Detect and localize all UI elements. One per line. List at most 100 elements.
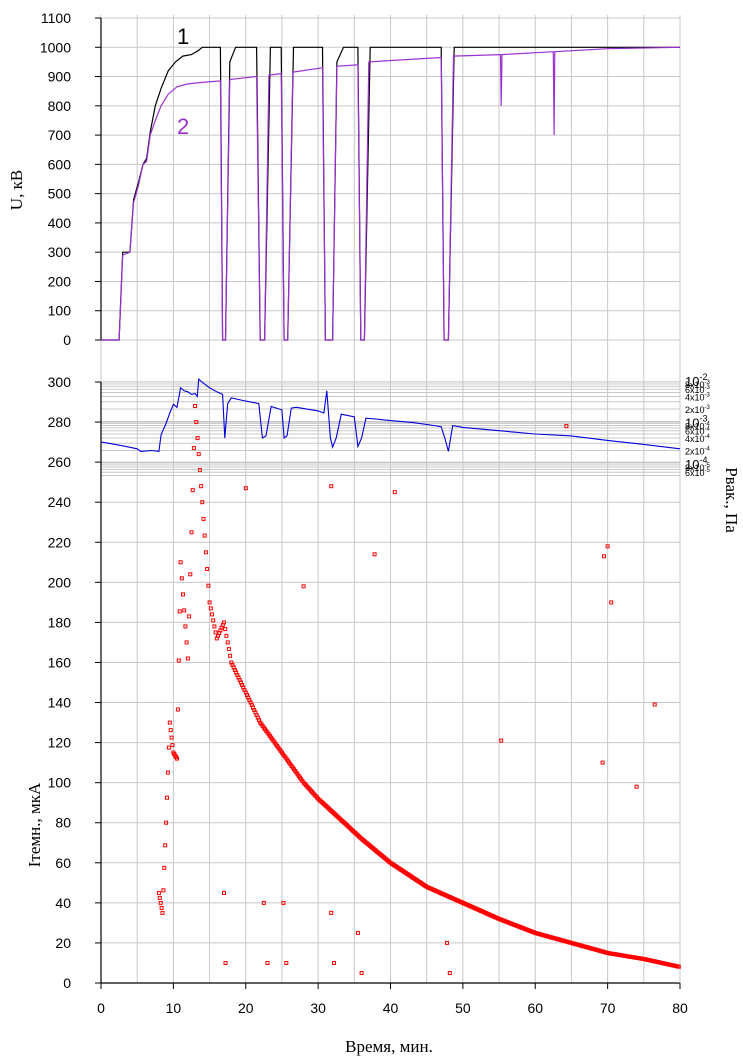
voltage-tick-label: 400 xyxy=(48,215,72,231)
current-point xyxy=(197,468,202,473)
current-point xyxy=(211,618,216,623)
current-tick-label: 300 xyxy=(48,374,72,390)
current-point xyxy=(205,567,210,571)
current-tick-label: 0 xyxy=(63,975,71,991)
pressure-tick-label: 6x10-3 xyxy=(685,385,711,395)
current-outlier-point xyxy=(564,424,569,429)
current-point xyxy=(210,612,214,617)
current-point xyxy=(160,910,165,915)
current-outlier-point xyxy=(445,940,449,945)
current-point xyxy=(208,606,213,611)
current-point xyxy=(161,888,166,893)
time-tick-label: 70 xyxy=(600,1000,616,1016)
pressure-tick-label: 4x10-4 xyxy=(685,434,711,444)
pressure-tick-exponent: -2 xyxy=(699,372,707,382)
current-point xyxy=(195,436,200,441)
current-point xyxy=(176,658,181,663)
pressure-tick-exponent: -5 xyxy=(705,468,711,474)
current-outlier-point xyxy=(372,552,377,557)
current-tick-label: 240 xyxy=(48,494,72,510)
current-outlier-point xyxy=(605,544,610,549)
current-point xyxy=(187,614,192,619)
current-point xyxy=(212,624,217,629)
current-outlier-point xyxy=(243,486,248,491)
voltage-ticks: 0 100 200 300 400 500 600 700 800 900 1000 1100 xyxy=(40,10,101,348)
voltage-tick-label: 200 xyxy=(48,273,72,289)
current-tick-label: 200 xyxy=(48,574,72,590)
current-point xyxy=(181,592,185,597)
current-point xyxy=(196,452,201,457)
current-point xyxy=(167,720,172,725)
time-tick-label: 80 xyxy=(672,1000,688,1016)
voltage-tick-label: 900 xyxy=(48,69,72,85)
voltage-series xyxy=(101,46,681,341)
current-series xyxy=(156,404,681,975)
current-outlier-point xyxy=(609,600,614,605)
pressure-series xyxy=(100,377,681,453)
current-outlier-point xyxy=(284,961,289,965)
current-tick-label: 40 xyxy=(55,895,71,911)
voltage-tick-label: 600 xyxy=(48,156,72,172)
current-point xyxy=(188,572,193,577)
current-outlier-point xyxy=(265,961,270,965)
pressure-tick-exponent: -5 xyxy=(705,463,711,469)
current-point xyxy=(163,843,168,848)
current-tick-label: 280 xyxy=(48,414,72,430)
current-outlier-point xyxy=(355,930,360,935)
current-point xyxy=(165,770,170,775)
grid-lines xyxy=(100,15,681,984)
current-outlier-point xyxy=(332,961,336,965)
voltage-tick-label: 100 xyxy=(48,303,72,319)
time-axis-label: Время, мин. xyxy=(345,1037,433,1056)
current-point xyxy=(165,795,169,800)
pressure-axis-label: Pвак., Па xyxy=(722,467,741,533)
current-point xyxy=(206,583,211,588)
voltage-axis-label: U, кВ xyxy=(7,170,26,210)
time-tick-label: 60 xyxy=(527,1000,543,1016)
current-point xyxy=(175,707,180,712)
current-point xyxy=(182,608,187,613)
pressure-tick-exponent: -3 xyxy=(705,385,711,391)
time-tick-label: 30 xyxy=(310,1000,326,1016)
current-axis-label: Iтемн., мкА xyxy=(25,782,44,867)
current-outlier-point xyxy=(634,784,639,789)
current-outlier-point xyxy=(261,900,266,905)
pressure-tick-exponent: -3 xyxy=(705,393,711,399)
pressure-tick-label: 8x10-4 xyxy=(685,422,711,432)
current-point xyxy=(157,895,162,900)
current-point xyxy=(225,640,230,645)
current-outlier-point xyxy=(359,971,364,975)
current-point xyxy=(222,620,226,625)
current-outlier-point xyxy=(222,890,226,895)
current-outlier-point xyxy=(499,738,504,743)
pressure-tick-exponent: -4 xyxy=(705,427,711,433)
time-tick-label: 40 xyxy=(383,1000,399,1016)
current-tick-label: 120 xyxy=(48,735,72,751)
current-point xyxy=(166,745,171,750)
current-outlier-point xyxy=(281,900,286,905)
voltage-tick-label: 700 xyxy=(48,127,72,143)
pressure-tick-label: 2x10-3 xyxy=(685,405,711,415)
current-tick-label: 140 xyxy=(48,695,72,711)
current-point xyxy=(224,633,229,638)
voltage-tick-label: 0 xyxy=(63,332,71,348)
pressure-tick-exponent: -4 xyxy=(705,422,711,428)
pressure-tick-exponent: -4 xyxy=(699,455,707,465)
current-outlier-point xyxy=(329,484,334,489)
current-tick-label: 100 xyxy=(48,775,72,791)
time-ticks: 0 10 20 30 40 50 60 70 80 xyxy=(97,983,688,1016)
current-point xyxy=(175,756,179,761)
current-point xyxy=(676,964,681,969)
current-point xyxy=(178,560,183,565)
current-point xyxy=(158,900,163,905)
voltage-tick-label: 300 xyxy=(48,244,72,260)
current-outlier-point xyxy=(600,760,605,765)
series-2-label: 2 xyxy=(177,114,189,139)
current-point xyxy=(194,420,199,425)
current-point xyxy=(201,516,206,521)
current-point xyxy=(213,630,218,635)
current-point xyxy=(190,488,195,493)
current-point xyxy=(207,600,212,605)
current-tick-label: 20 xyxy=(55,935,71,951)
pressure-tick-label: 6x10-5 xyxy=(685,468,711,478)
